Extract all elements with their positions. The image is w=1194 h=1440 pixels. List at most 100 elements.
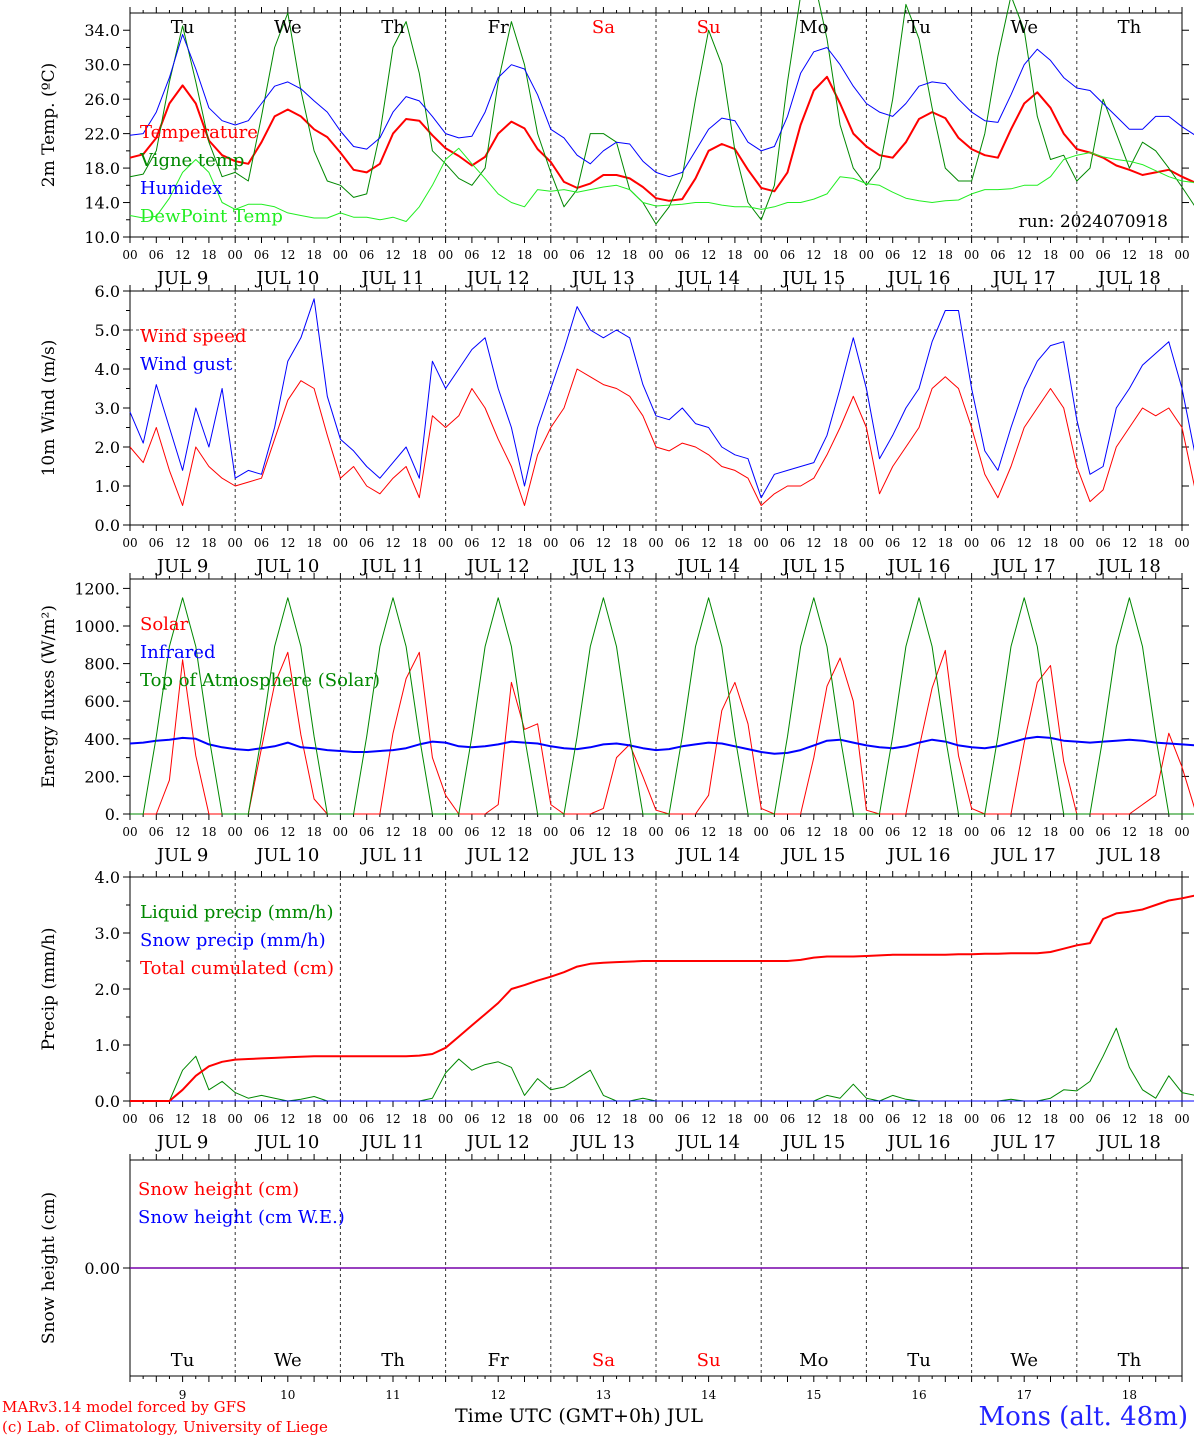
hour-tick-label: 12 (280, 248, 295, 262)
plot-frame (129, 12, 1183, 238)
hour-tick-label: 00 (754, 248, 769, 262)
date-label: JUL 18 (1096, 1132, 1161, 1153)
hour-tick-label: 12 (806, 248, 821, 262)
hour-tick-label: 00 (648, 825, 663, 839)
day-number-label: 14 (701, 1388, 717, 1402)
hour-tick-label: 00 (543, 1112, 558, 1126)
hour-tick-label: 06 (359, 825, 374, 839)
hour-tick-label: 18 (727, 248, 742, 262)
y-tick-label: 0.0 (95, 516, 120, 535)
y-tick-label: 0.0 (95, 1092, 120, 1111)
hour-tick-label: 12 (385, 825, 400, 839)
date-label: JUL 11 (360, 556, 425, 577)
hour-tick-label: 18 (306, 825, 321, 839)
hour-tick-label: 00 (438, 825, 453, 839)
hour-tick-label: 00 (1069, 1112, 1084, 1126)
date-label: JUL 13 (570, 268, 635, 289)
hour-tick-label: 18 (201, 825, 216, 839)
day-of-week-label: Tu (907, 1350, 931, 1371)
hour-tick-label: 06 (569, 825, 584, 839)
hour-tick-label: 06 (464, 825, 479, 839)
date-label: JUL 14 (675, 268, 740, 289)
hour-tick-label: 18 (517, 825, 532, 839)
date-label: JUL 9 (155, 268, 209, 289)
day-of-week-label: Su (697, 17, 721, 38)
hour-tick-label: 00 (1174, 1112, 1189, 1126)
hour-tick-label: 12 (596, 536, 611, 550)
date-label: JUL 10 (254, 845, 319, 866)
date-label: JUL 9 (155, 845, 209, 866)
series-line (129, 0, 1194, 225)
y-tick-label: 2.0 (95, 438, 120, 457)
hour-tick-label: 12 (385, 1112, 400, 1126)
date-label: JUL 18 (1096, 556, 1161, 577)
hour-tick-label: 00 (1174, 248, 1189, 262)
hour-tick-label: 06 (990, 825, 1005, 839)
legend-entry: Total cumulated (cm) (140, 958, 334, 979)
hour-tick-label: 06 (675, 825, 690, 839)
date-label: JUL 16 (886, 1132, 951, 1153)
day-number-label: 18 (1122, 1388, 1137, 1402)
hour-tick-label: 12 (1017, 248, 1032, 262)
legend-entry: Snow height (cm) (138, 1179, 299, 1200)
hour-tick-label: 12 (701, 825, 716, 839)
hour-tick-label: 00 (648, 248, 663, 262)
hour-tick-label: 06 (1095, 536, 1110, 550)
legend-entry: Snow precip (mm/h) (140, 930, 326, 951)
y-tick-label: 10.0 (84, 228, 120, 247)
hour-tick-label: 18 (306, 1112, 321, 1126)
hour-tick-label: 06 (254, 248, 269, 262)
hour-tick-label: 06 (359, 248, 374, 262)
date-label: JUL 10 (254, 556, 319, 577)
y-tick-label: 600. (84, 692, 120, 711)
date-label: JUL 17 (991, 1132, 1056, 1153)
hour-tick-label: 12 (491, 1112, 506, 1126)
hour-tick-label: 12 (701, 536, 716, 550)
hour-tick-label: 00 (228, 825, 243, 839)
hour-tick-label: 00 (1069, 825, 1084, 839)
hour-tick-label: 12 (1017, 825, 1032, 839)
hour-tick-label: 12 (175, 825, 190, 839)
hour-tick-label: 12 (1017, 1112, 1032, 1126)
y-tick-label: 200. (84, 767, 120, 786)
day-number-label: 12 (491, 1388, 506, 1402)
date-label: JUL 11 (360, 1132, 425, 1153)
hour-tick-label: 06 (990, 536, 1005, 550)
legend-entry: Humidex (140, 178, 222, 199)
hour-tick-label: 06 (990, 1112, 1005, 1126)
date-label: JUL 12 (465, 845, 530, 866)
day-of-week-label: We (274, 17, 302, 38)
date-label: JUL 14 (675, 845, 740, 866)
hour-tick-label: 12 (1122, 536, 1137, 550)
y-tick-label: 4.0 (95, 868, 120, 887)
run-annotation: run: 2024070918 (1019, 212, 1168, 232)
day-of-week-label: Tu (171, 17, 195, 38)
day-of-week-label: Th (381, 1350, 405, 1371)
hour-tick-label: 12 (911, 825, 926, 839)
day-number-label: 17 (1017, 1388, 1032, 1402)
y-tick-label: 2.0 (95, 980, 120, 999)
hour-tick-label: 18 (412, 1112, 427, 1126)
hour-tick-label: 18 (622, 248, 637, 262)
hour-tick-label: 18 (832, 1112, 847, 1126)
hour-tick-label: 12 (280, 536, 295, 550)
date-label: JUL 17 (991, 556, 1056, 577)
hour-tick-label: 12 (491, 536, 506, 550)
hour-tick-label: 06 (149, 825, 164, 839)
hour-tick-label: 06 (359, 1112, 374, 1126)
day-of-week-label: Su (697, 1350, 721, 1371)
hour-tick-label: 18 (517, 1112, 532, 1126)
y-axis-label: Precip (mm/h) (39, 927, 59, 1050)
hour-tick-label: 18 (412, 825, 427, 839)
hour-tick-label: 00 (648, 1112, 663, 1126)
hour-tick-label: 18 (832, 248, 847, 262)
hour-tick-label: 12 (1122, 1112, 1137, 1126)
hour-tick-label: 00 (964, 536, 979, 550)
hour-tick-label: 00 (228, 1112, 243, 1126)
y-tick-label: 30.0 (84, 56, 120, 75)
hour-tick-label: 00 (964, 1112, 979, 1126)
hour-tick-label: 18 (1148, 248, 1163, 262)
date-label: JUL 17 (991, 845, 1056, 866)
day-of-week-label: Sa (592, 1350, 615, 1371)
hour-tick-label: 00 (1174, 536, 1189, 550)
